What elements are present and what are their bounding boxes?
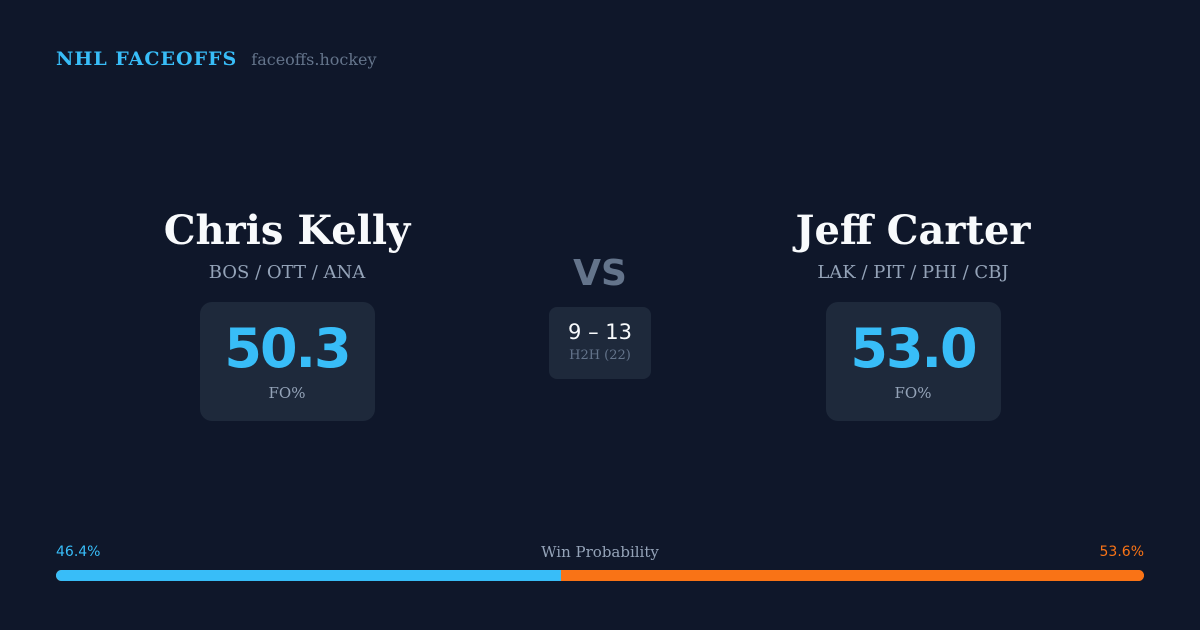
player-left-fo-card: 50.3 FO% xyxy=(199,302,375,421)
player-right-fo-card: 53.0 FO% xyxy=(825,302,1001,421)
win-probability-right: 53.6% xyxy=(1099,544,1144,560)
win-probability-bar-left xyxy=(56,570,561,581)
versus-label: VS xyxy=(573,253,627,294)
win-probability-title: Win Probability xyxy=(541,543,659,561)
player-right-name: Jeff Carter xyxy=(795,207,1031,254)
player-left-teams: BOS / OTT / ANA xyxy=(208,262,366,283)
brand-header: NHL FACEOFFS faceoffs.hockey xyxy=(56,48,377,70)
player-left-fo-label: FO% xyxy=(268,384,306,402)
h2h-card: 9 – 13 H2H (22) xyxy=(549,307,651,379)
win-probability-left: 46.4% xyxy=(56,544,101,560)
player-left-name: Chris Kelly xyxy=(163,207,411,254)
player-left: Chris Kelly BOS / OTT / ANA 50.3 FO% xyxy=(77,205,497,421)
h2h-label: H2H (22) xyxy=(569,348,631,363)
player-right-teams: LAK / PIT / PHI / CBJ xyxy=(817,262,1009,283)
brand-name: NHL FACEOFFS xyxy=(56,48,238,70)
player-right: Jeff Carter LAK / PIT / PHI / CBJ 53.0 F… xyxy=(703,205,1123,421)
win-probability-bar-right xyxy=(560,570,1144,581)
win-probability-bar xyxy=(56,570,1144,581)
brand-site: faceoffs.hockey xyxy=(251,50,377,69)
h2h-score: 9 – 13 xyxy=(568,320,632,344)
player-right-fo-value: 53.0 xyxy=(850,317,977,380)
player-right-fo-label: FO% xyxy=(894,384,932,402)
player-left-fo-value: 50.3 xyxy=(224,317,351,380)
